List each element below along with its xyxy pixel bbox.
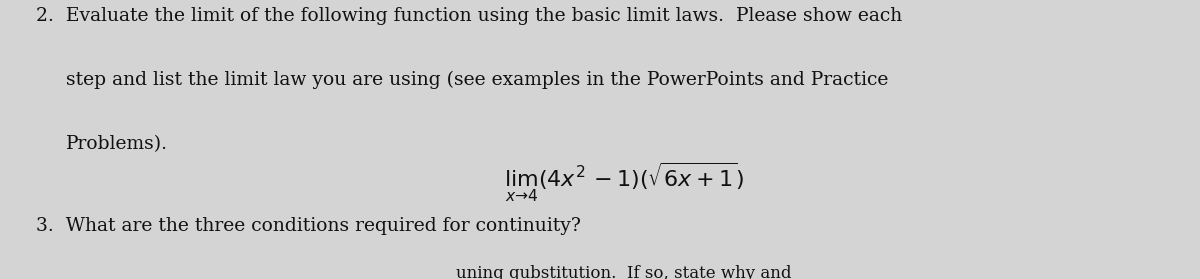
Text: Problems).: Problems).	[66, 135, 168, 153]
Text: 3.  What are the three conditions required for continuity?: 3. What are the three conditions require…	[36, 217, 581, 235]
Text: $\lim_{x \to 4}(4x^2 - 1)(\sqrt{6x + 1})$: $\lim_{x \to 4}(4x^2 - 1)(\sqrt{6x + 1})…	[504, 161, 744, 204]
Text: uning qubstitution.  If so, state why and: uning qubstitution. If so, state why and	[456, 264, 792, 279]
Text: step and list the limit law you are using (see examples in the PowerPoints and P: step and list the limit law you are usin…	[66, 71, 888, 89]
Text: 2.  Evaluate the limit of the following function using the basic limit laws.  Pl: 2. Evaluate the limit of the following f…	[36, 7, 902, 25]
